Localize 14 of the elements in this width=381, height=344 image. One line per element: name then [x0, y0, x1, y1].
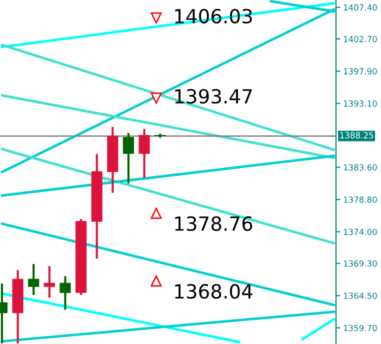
y-tick-label: 1397.90	[344, 68, 377, 74]
annotation: 1393.47	[175, 88, 252, 104]
annotation: 1378.76	[175, 216, 252, 231]
y-tick-label: 1402.70	[344, 36, 377, 42]
y-tick-label: 1374.00	[344, 228, 377, 236]
y-tick-label: 1393.10	[344, 100, 377, 107]
y-tick-label: 1369.30	[344, 260, 377, 267]
y-tick-label: 1364.50	[344, 292, 377, 299]
y-tick-label: 1359.70	[344, 324, 377, 332]
annotation: 1368.04	[175, 284, 252, 299]
y-tick-label: 1407.40	[344, 4, 377, 11]
ref-line-label: 1388.25	[340, 132, 374, 138]
y-tick-label: 1378.80	[344, 196, 377, 203]
y-tick-label: 1383.60	[344, 164, 377, 171]
